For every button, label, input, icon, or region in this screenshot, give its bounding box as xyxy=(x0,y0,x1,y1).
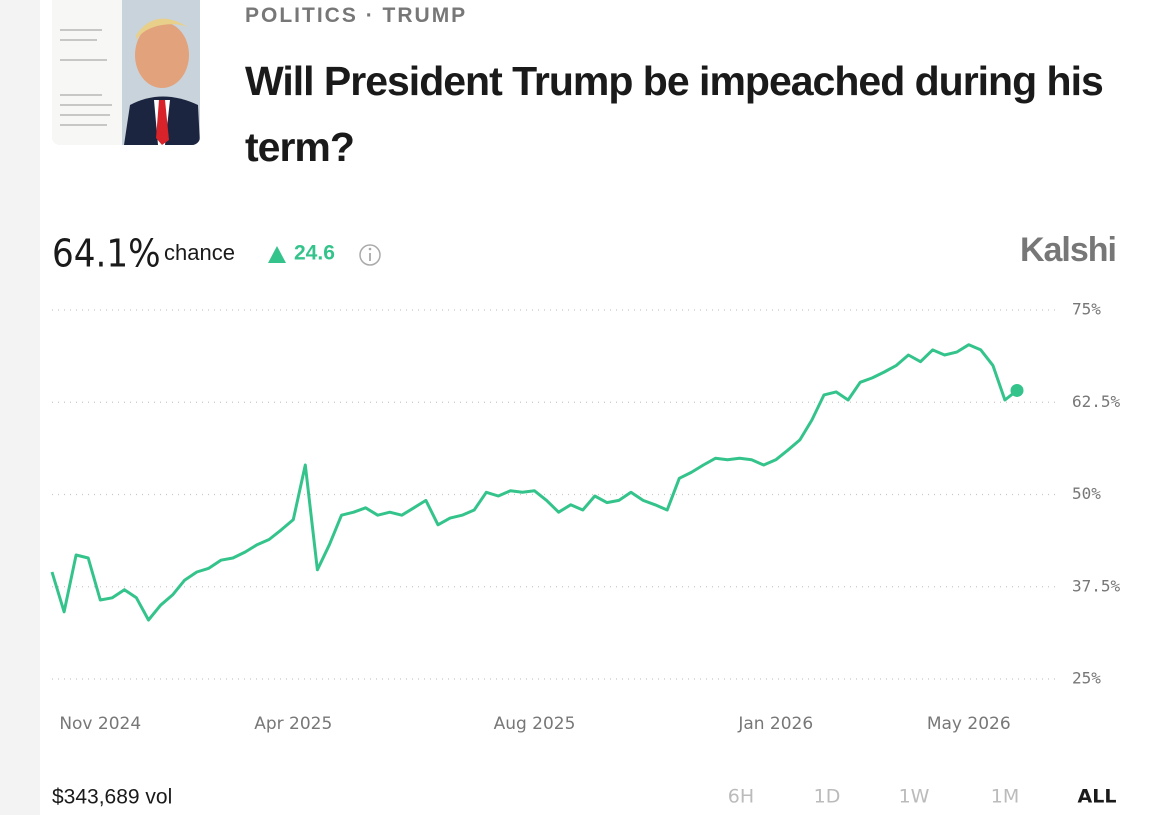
market-title: Will President Trump be impeached during… xyxy=(245,58,1104,170)
price-line xyxy=(50,343,1018,622)
y-tick-label: 75% xyxy=(1072,300,1101,319)
volume: $343,689 vol xyxy=(52,786,172,809)
x-tick-label: Aug 2025 xyxy=(494,714,576,734)
range-button[interactable]: ALL xyxy=(1078,786,1117,808)
y-tick-label: 37.5% xyxy=(1072,576,1121,595)
info-icon[interactable] xyxy=(359,244,381,266)
y-tick-label: 25% xyxy=(1072,669,1101,688)
breadcrumb: POLITICS · TRUMP xyxy=(245,4,467,28)
range-selector: 6H 1D 1W 1M ALL xyxy=(728,786,1117,808)
range-button[interactable]: 1M xyxy=(991,786,1019,808)
range-button[interactable]: 1D xyxy=(814,786,841,808)
change: 24.6 xyxy=(294,242,335,265)
x-tick-label: Jan 2026 xyxy=(737,714,813,734)
brand: Kalshi xyxy=(1020,231,1116,269)
probability: 64.1% xyxy=(52,231,161,276)
probability-label: chance xyxy=(164,240,235,265)
y-tick-label: 62.5% xyxy=(1072,392,1121,411)
up-arrow xyxy=(268,246,286,263)
range-button[interactable]: 1W xyxy=(899,786,930,808)
category[interactable]: POLITICS xyxy=(245,4,358,27)
x-tick-label: Apr 2025 xyxy=(254,714,332,734)
sidebar-edge xyxy=(0,0,40,815)
range-button[interactable]: 6H xyxy=(728,786,754,808)
market-image xyxy=(52,0,200,145)
end-marker xyxy=(1010,383,1024,397)
y-tick-label: 50% xyxy=(1072,484,1101,503)
x-tick-label: May 2026 xyxy=(927,714,1011,734)
x-tick-label: Nov 2024 xyxy=(59,714,141,734)
separator: · xyxy=(365,4,375,27)
image-art xyxy=(52,0,200,145)
tag[interactable]: TRUMP xyxy=(382,4,468,27)
